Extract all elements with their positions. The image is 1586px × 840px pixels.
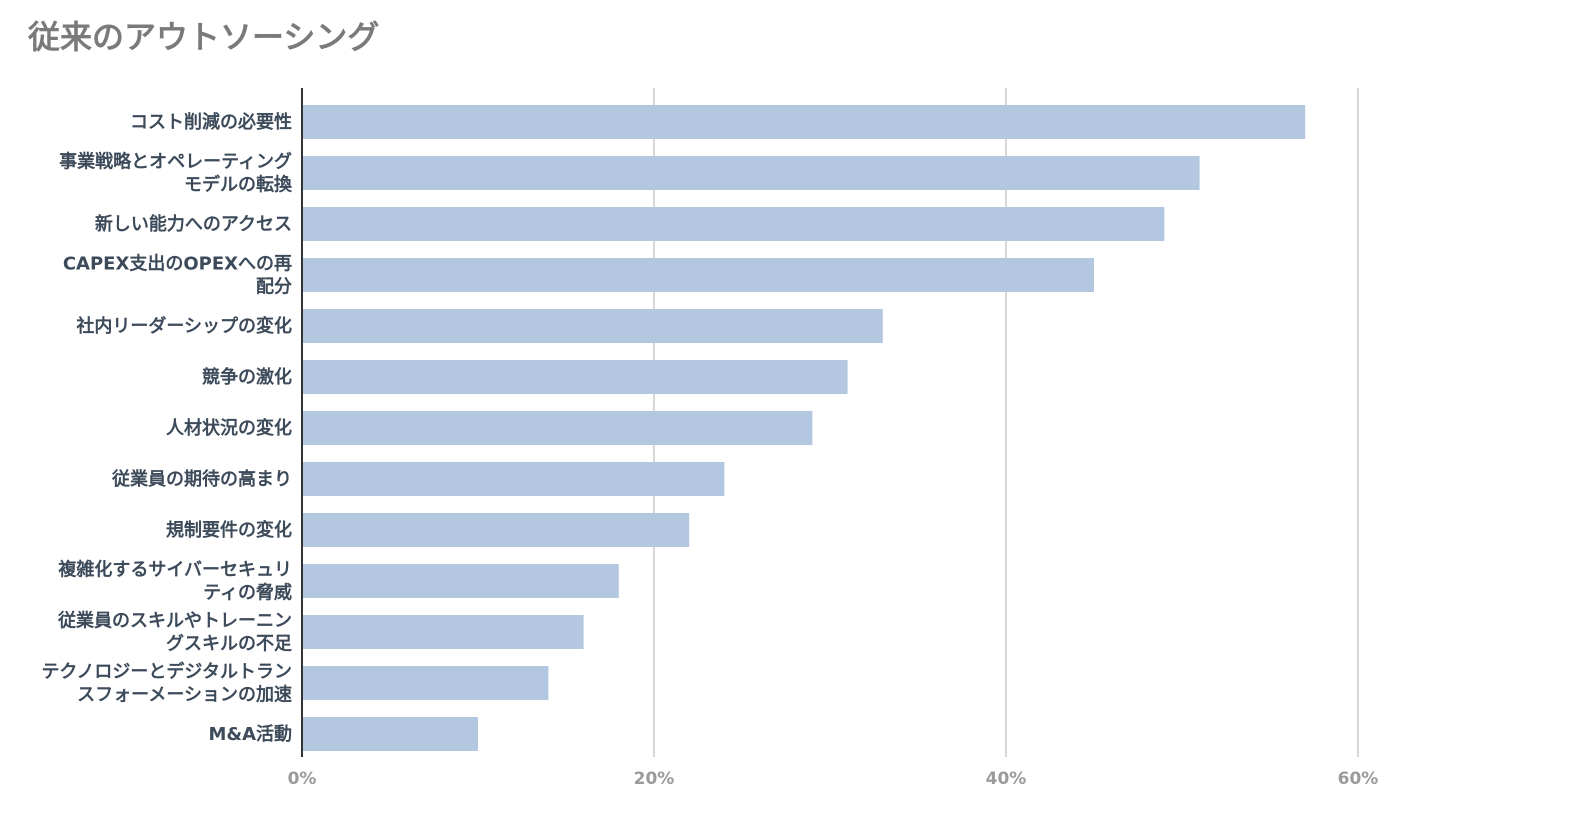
- category-label: グスキルの不足: [166, 633, 292, 655]
- category-label: 従業員の期待の高まり: [111, 468, 292, 490]
- category-label: テクノロジーとデジタルトラン: [41, 661, 292, 683]
- bar: [302, 513, 690, 547]
- category-label: 配分: [256, 277, 292, 298]
- bar: [302, 360, 848, 394]
- x-tick-label: 0%: [288, 769, 317, 789]
- x-tick-label: 20%: [634, 769, 675, 789]
- category-label: 規制要件の変化: [166, 519, 292, 541]
- bar: [302, 462, 725, 496]
- x-tick-label: 40%: [986, 769, 1027, 789]
- category-label: CAPEX支出のOPEXへの再: [63, 253, 292, 275]
- category-label: 事業戦略とオペレーティング: [59, 151, 292, 173]
- bar: [302, 411, 813, 445]
- bar: [302, 258, 1094, 292]
- category-label: 新しい能力へのアクセス: [95, 213, 292, 235]
- bar: [302, 666, 549, 700]
- category-label: 人材状況の変化: [166, 417, 292, 439]
- category-label: ティの脅威: [203, 582, 292, 604]
- category-label: 競争の激化: [202, 366, 292, 388]
- category-label: コスト削減の必要性: [130, 111, 292, 133]
- bar: [302, 564, 619, 598]
- category-label: モデルの転換: [184, 174, 293, 196]
- category-label: 従業員のスキルやトレーニン: [57, 610, 292, 632]
- bar: [302, 105, 1306, 139]
- chart-title: 従来のアウトソーシング: [28, 18, 380, 56]
- bar-layer: [302, 105, 1306, 751]
- category-label: 複雑化するサイバーセキュリ: [57, 559, 292, 581]
- category-label: スフォーメーションの加速: [77, 684, 292, 706]
- category-label: M&A活動: [208, 723, 292, 745]
- bar: [302, 207, 1165, 241]
- bar: [302, 309, 883, 343]
- tick-label-layer: 0% 20% 40% 60%: [288, 769, 1379, 789]
- bar: [302, 615, 584, 649]
- category-label: 社内リーダーシップの変化: [76, 315, 292, 337]
- bar: [302, 156, 1200, 190]
- x-tick-label: 60%: [1338, 769, 1379, 789]
- bar: [302, 717, 478, 751]
